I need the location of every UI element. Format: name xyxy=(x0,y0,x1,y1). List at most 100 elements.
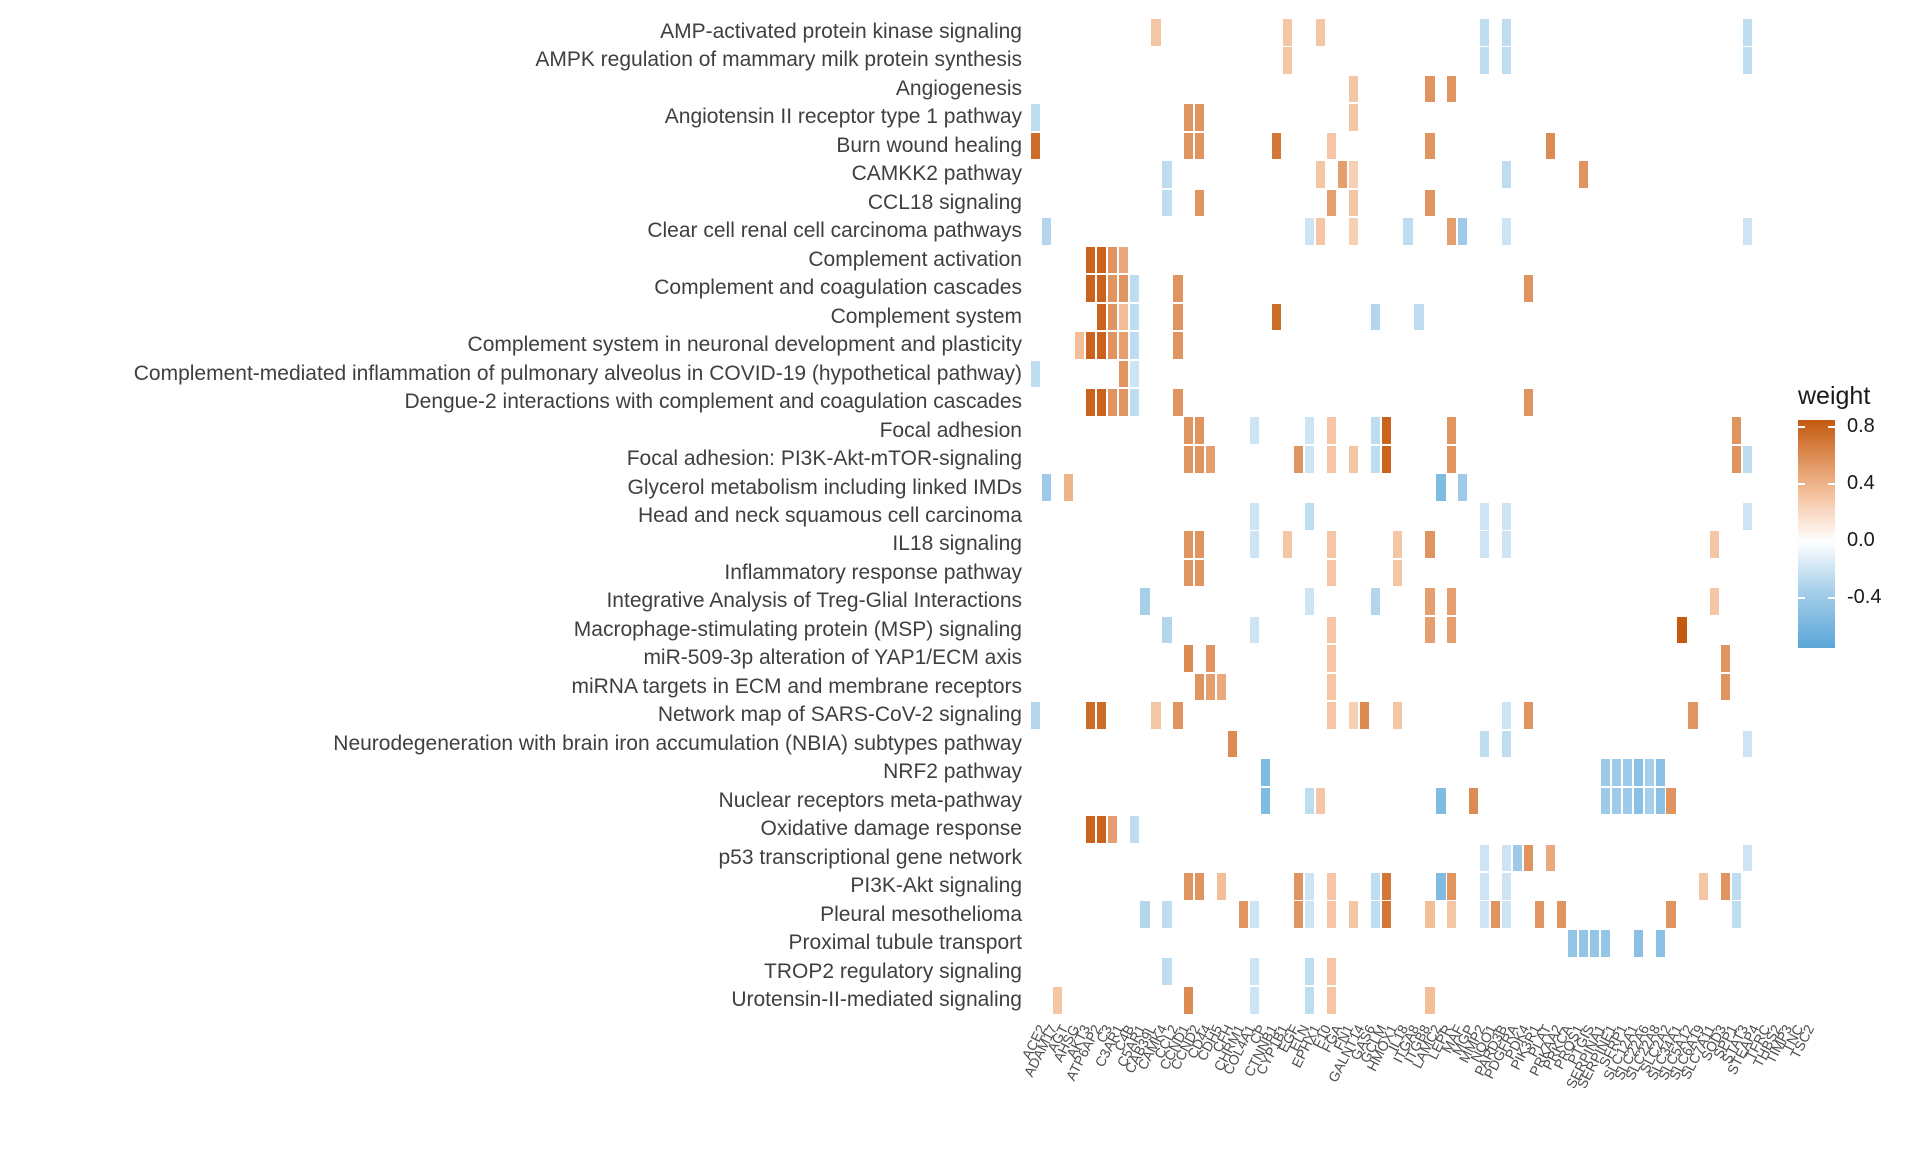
heatmap-cell xyxy=(1261,759,1271,786)
pathway-label: Pleural mesothelioma xyxy=(820,902,1022,926)
heatmap-cell xyxy=(1304,958,1314,986)
heatmap-cell xyxy=(1107,246,1117,274)
heatmap-cell xyxy=(1611,787,1621,815)
heatmap-cell xyxy=(1425,75,1435,103)
heatmap-cell xyxy=(1326,189,1336,217)
heatmap-cell xyxy=(1425,189,1435,217)
heatmap-cell xyxy=(1458,218,1468,245)
heatmap-cell xyxy=(1315,161,1325,188)
heatmap-cell xyxy=(1304,986,1314,1014)
heatmap-cell xyxy=(1721,873,1731,900)
heatmap-cell xyxy=(1217,673,1227,701)
heatmap-cell xyxy=(1315,787,1325,815)
heatmap-cell xyxy=(1326,132,1336,160)
heatmap-cell xyxy=(1502,218,1512,245)
heatmap-cell xyxy=(1228,730,1238,758)
heatmap-cell xyxy=(1447,417,1457,445)
heatmap-cell xyxy=(1633,787,1643,815)
heatmap-cell xyxy=(1480,844,1490,872)
heatmap-cell xyxy=(1348,702,1358,729)
heatmap-cell xyxy=(1447,588,1457,615)
heatmap-cell xyxy=(1348,218,1358,245)
heatmap-cell xyxy=(1655,929,1665,957)
heatmap-cell xyxy=(1502,502,1512,530)
pathway-label: Burn wound healing xyxy=(836,133,1022,157)
pathway-label: Focal adhesion xyxy=(879,418,1022,442)
heatmap-cell xyxy=(1414,303,1424,331)
heatmap-cell xyxy=(1326,616,1336,644)
heatmap-cell xyxy=(1195,189,1205,217)
heatmap-cell xyxy=(1173,332,1183,359)
heatmap-cell xyxy=(1655,759,1665,786)
heatmap-cell xyxy=(1392,559,1402,587)
heatmap-cell xyxy=(1195,873,1205,900)
heatmap-cell xyxy=(1162,189,1172,217)
heatmap-cell xyxy=(1381,901,1391,929)
pathway-label: Neurodegeneration with brain iron accumu… xyxy=(333,731,1022,755)
heatmap-cell xyxy=(1348,445,1358,473)
pathway-label: CCL18 signaling xyxy=(867,190,1022,214)
heatmap-cell xyxy=(1250,986,1260,1014)
heatmap-cell xyxy=(1502,47,1512,75)
heatmap-cell xyxy=(1326,417,1336,445)
pathway-label: PI3K-Akt signaling xyxy=(850,874,1022,898)
heatmap-cell xyxy=(1732,445,1742,473)
heatmap-cell xyxy=(1293,873,1304,900)
heatmap-cell xyxy=(1326,901,1336,929)
pathway-label: Dengue-2 interactions with complement an… xyxy=(404,390,1022,414)
heatmap-cell xyxy=(1425,616,1435,644)
heatmap-cell xyxy=(1085,246,1095,274)
heatmap-cell xyxy=(1600,929,1610,957)
heatmap-cell xyxy=(1381,417,1391,445)
legend-tick-label: 0.8 xyxy=(1847,415,1875,438)
heatmap-cell xyxy=(1622,759,1632,786)
heatmap-cell xyxy=(1326,958,1336,986)
heatmap-cell xyxy=(1140,588,1150,615)
legend-tick-label: 0.4 xyxy=(1847,472,1875,495)
heatmap-cell xyxy=(1195,531,1205,559)
legend-tick-mark xyxy=(1798,597,1805,600)
heatmap-cell xyxy=(1666,901,1676,929)
heatmap-cell xyxy=(1129,816,1139,843)
heatmap-cell xyxy=(1326,702,1336,729)
heatmap-cell xyxy=(1502,873,1512,900)
heatmap-cell xyxy=(1447,445,1457,473)
heatmap-cell xyxy=(1633,929,1643,957)
heatmap-cell xyxy=(1524,389,1534,416)
heatmap-cell xyxy=(1107,303,1117,331)
heatmap-cell xyxy=(1502,730,1512,758)
legend-tick-mark xyxy=(1798,483,1805,486)
pathway-label: AMP-activated protein kinase signaling xyxy=(660,20,1022,43)
legend-tick-mark xyxy=(1828,483,1835,486)
heatmap-cell xyxy=(1326,645,1336,672)
heatmap-cell xyxy=(1030,702,1041,729)
heatmap-cell xyxy=(1381,445,1391,473)
heatmap-cell xyxy=(1589,929,1599,957)
pathway-label: AMPK regulation of mammary milk protein … xyxy=(535,48,1022,72)
heatmap-cell xyxy=(1282,47,1293,75)
legend-tick-mark xyxy=(1828,597,1835,600)
heatmap-cell xyxy=(1195,445,1205,473)
heatmap-cell xyxy=(1732,901,1742,929)
pathway-label: Nuclear receptors meta-pathway xyxy=(718,788,1022,812)
heatmap-cell xyxy=(1129,389,1139,416)
heatmap-cell xyxy=(1173,389,1183,416)
heatmap-cell xyxy=(1282,18,1293,46)
heatmap-cell xyxy=(1447,873,1457,900)
heatmap-cell xyxy=(1129,275,1139,302)
heatmap-cell xyxy=(1151,18,1161,46)
heatmap-cell xyxy=(1107,816,1117,843)
legend-colorbar xyxy=(1798,420,1835,648)
heatmap-cell xyxy=(1710,588,1720,615)
heatmap-cell xyxy=(1502,531,1512,559)
heatmap-cell xyxy=(1732,873,1742,900)
heatmap-cell xyxy=(1173,275,1183,302)
heatmap-cell xyxy=(1239,901,1249,929)
heatmap-cell xyxy=(1206,645,1216,672)
heatmap-cell xyxy=(1370,417,1380,445)
heatmap-cell xyxy=(1195,559,1205,587)
heatmap-cell xyxy=(1096,332,1106,359)
pathway-label: Proximal tubule transport xyxy=(788,931,1022,955)
heatmap-cell xyxy=(1041,474,1051,502)
heatmap-cell xyxy=(1392,531,1402,559)
